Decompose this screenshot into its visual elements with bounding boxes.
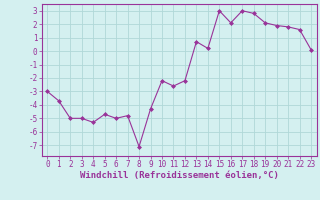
X-axis label: Windchill (Refroidissement éolien,°C): Windchill (Refroidissement éolien,°C) (80, 171, 279, 180)
